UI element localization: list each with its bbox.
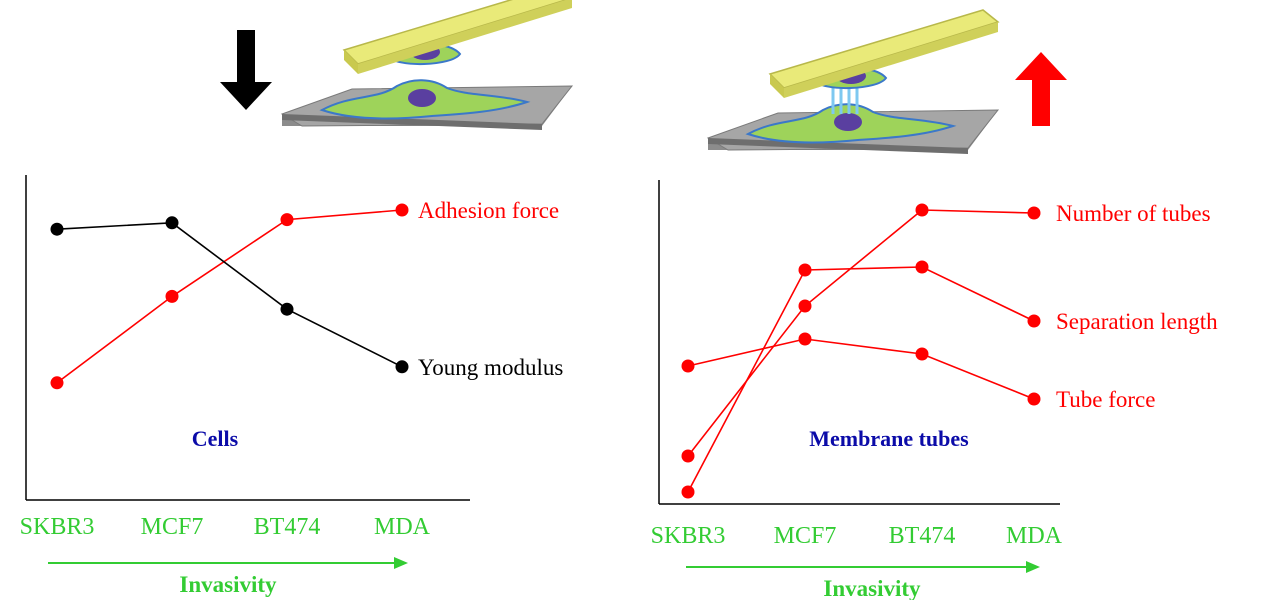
x-tick-label-skbr3: SKBR3 — [20, 514, 95, 540]
x-tick-label-skbr3: SKBR3 — [651, 523, 726, 549]
data-point-separation-length-mda — [1027, 314, 1041, 328]
series-label-number-of-tubes: Number of tubes — [1056, 201, 1211, 226]
x-axis-label: Invasivity — [179, 572, 277, 597]
data-point-tube-force-mcf7 — [798, 332, 812, 346]
x-tick-label-mda: MDA — [1006, 523, 1063, 549]
x-tick-label-mcf7: MCF7 — [141, 514, 204, 540]
down-arrow-icon — [220, 30, 272, 110]
data-point-number-of-tubes-bt474 — [915, 203, 929, 217]
data-point-separation-length-bt474 — [915, 260, 929, 274]
cantilever-end — [344, 50, 358, 74]
data-point-adhesion-force-skbr3 — [50, 376, 64, 390]
series-label-young-modulus: Young modulus — [418, 355, 563, 380]
data-point-separation-length-mcf7 — [798, 263, 812, 277]
data-point-tube-force-skbr3 — [681, 359, 695, 373]
x-tick-label-bt474: BT474 — [889, 523, 956, 549]
data-point-tube-force-mda — [1027, 392, 1041, 406]
data-point-adhesion-force-mda — [395, 203, 409, 217]
cantilever-side — [784, 22, 998, 98]
data-point-young-modulus-mda — [395, 360, 409, 374]
data-point-young-modulus-bt474 — [280, 302, 294, 316]
x-tick-label-bt474: BT474 — [254, 514, 321, 540]
series-line-young-modulus — [56, 221, 403, 368]
data-point-young-modulus-mcf7 — [165, 216, 179, 230]
up-arrow-icon — [1015, 52, 1067, 126]
data-point-separation-length-skbr3 — [681, 485, 695, 499]
cantilever-side — [358, 0, 572, 74]
series-line-tube-force — [687, 338, 1035, 400]
afm-illustration-cells — [280, 0, 574, 130]
cells-chart: Adhesion force Young modulus Cells SKBR3 MCF… — [20, 0, 574, 597]
cell-nucleus — [408, 89, 436, 107]
substrate-edge — [282, 114, 542, 130]
membrane-tubes-chart: Number of tubes Separation length Tube for… — [651, 9, 1218, 600]
cells-chart-panel: Adhesion force Young modulus Cells SKBR3 MCF… — [0, 0, 640, 600]
invasivity-arrow-head — [1026, 561, 1040, 573]
membrane-tubes-chart-panel: Number of tubes Separation length Tube for… — [640, 0, 1285, 600]
cantilever-end — [770, 74, 784, 98]
invasivity-arrow-head — [394, 557, 408, 569]
substrate-edge — [708, 138, 968, 154]
data-point-number-of-tubes-skbr3 — [681, 449, 695, 463]
series-line-adhesion-force — [56, 209, 403, 384]
data-point-number-of-tubes-mda — [1027, 206, 1041, 220]
data-point-adhesion-force-mcf7 — [165, 289, 179, 303]
x-tick-label-mda: MDA — [374, 514, 431, 540]
data-point-tube-force-bt474 — [915, 347, 929, 361]
series-line-number-of-tubes — [687, 209, 1035, 457]
series-label-tube-force: Tube force — [1056, 387, 1155, 412]
cell-nucleus — [834, 113, 862, 131]
afm-illustration-tubes — [706, 9, 1000, 154]
data-point-young-modulus-skbr3 — [50, 222, 64, 236]
cantilever-top — [342, 0, 569, 65]
x-tick-label-mcf7: MCF7 — [774, 523, 837, 549]
series-label-separation-length: Separation length — [1056, 309, 1218, 334]
x-axis-label: Invasivity — [823, 576, 921, 600]
chart-title: Membrane tubes — [809, 426, 969, 451]
series-line-separation-length — [687, 266, 1035, 493]
data-point-adhesion-force-bt474 — [280, 213, 294, 227]
data-point-number-of-tubes-mcf7 — [798, 299, 812, 313]
chart-title: Cells — [192, 426, 239, 451]
series-label-adhesion-force: Adhesion force — [418, 198, 559, 223]
